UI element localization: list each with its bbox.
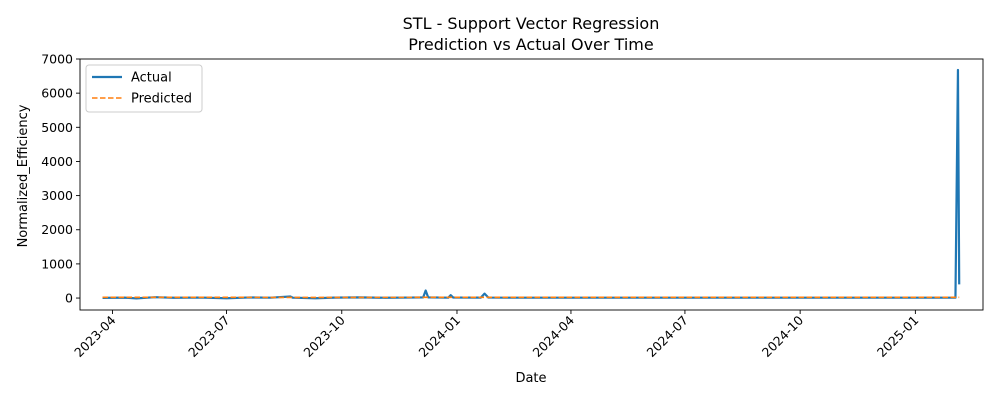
y-axis-label: Normalized_Efficiency [16,104,31,247]
x-tick-label: 2025-01 [874,313,922,361]
x-tick-label: 2024-10 [759,312,807,360]
x-tick-label: 2023-04 [71,312,119,360]
y-tick-label: 0 [65,291,73,306]
chart-subtitle: Prediction vs Actual Over Time [408,35,653,54]
x-tick-label: 2024-04 [530,312,578,360]
x-tick-label: 2024-07 [644,313,692,361]
chart-title: STL - Support Vector Regression [403,14,660,33]
x-tick-label: 2023-10 [300,312,348,360]
legend-label-actual: Actual [131,71,172,86]
y-tick-label: 5000 [41,120,73,135]
y-tick-label: 7000 [41,52,73,67]
series-line-actual [102,68,961,300]
y-tick-label: 2000 [41,222,73,237]
y-tick-label: 4000 [41,154,73,169]
legend: Actual Predicted [85,64,203,113]
plot-frame [79,58,984,311]
y-tick-label: 1000 [41,256,73,271]
y-tick-label: 3000 [41,188,73,203]
legend-label-predicted: Predicted [131,92,192,107]
y-tick-label: 6000 [41,86,73,101]
x-tick-label: 2023-07 [185,313,233,361]
x-axis-label: Date [515,371,546,386]
x-tick-label: 2024-01 [416,313,464,361]
